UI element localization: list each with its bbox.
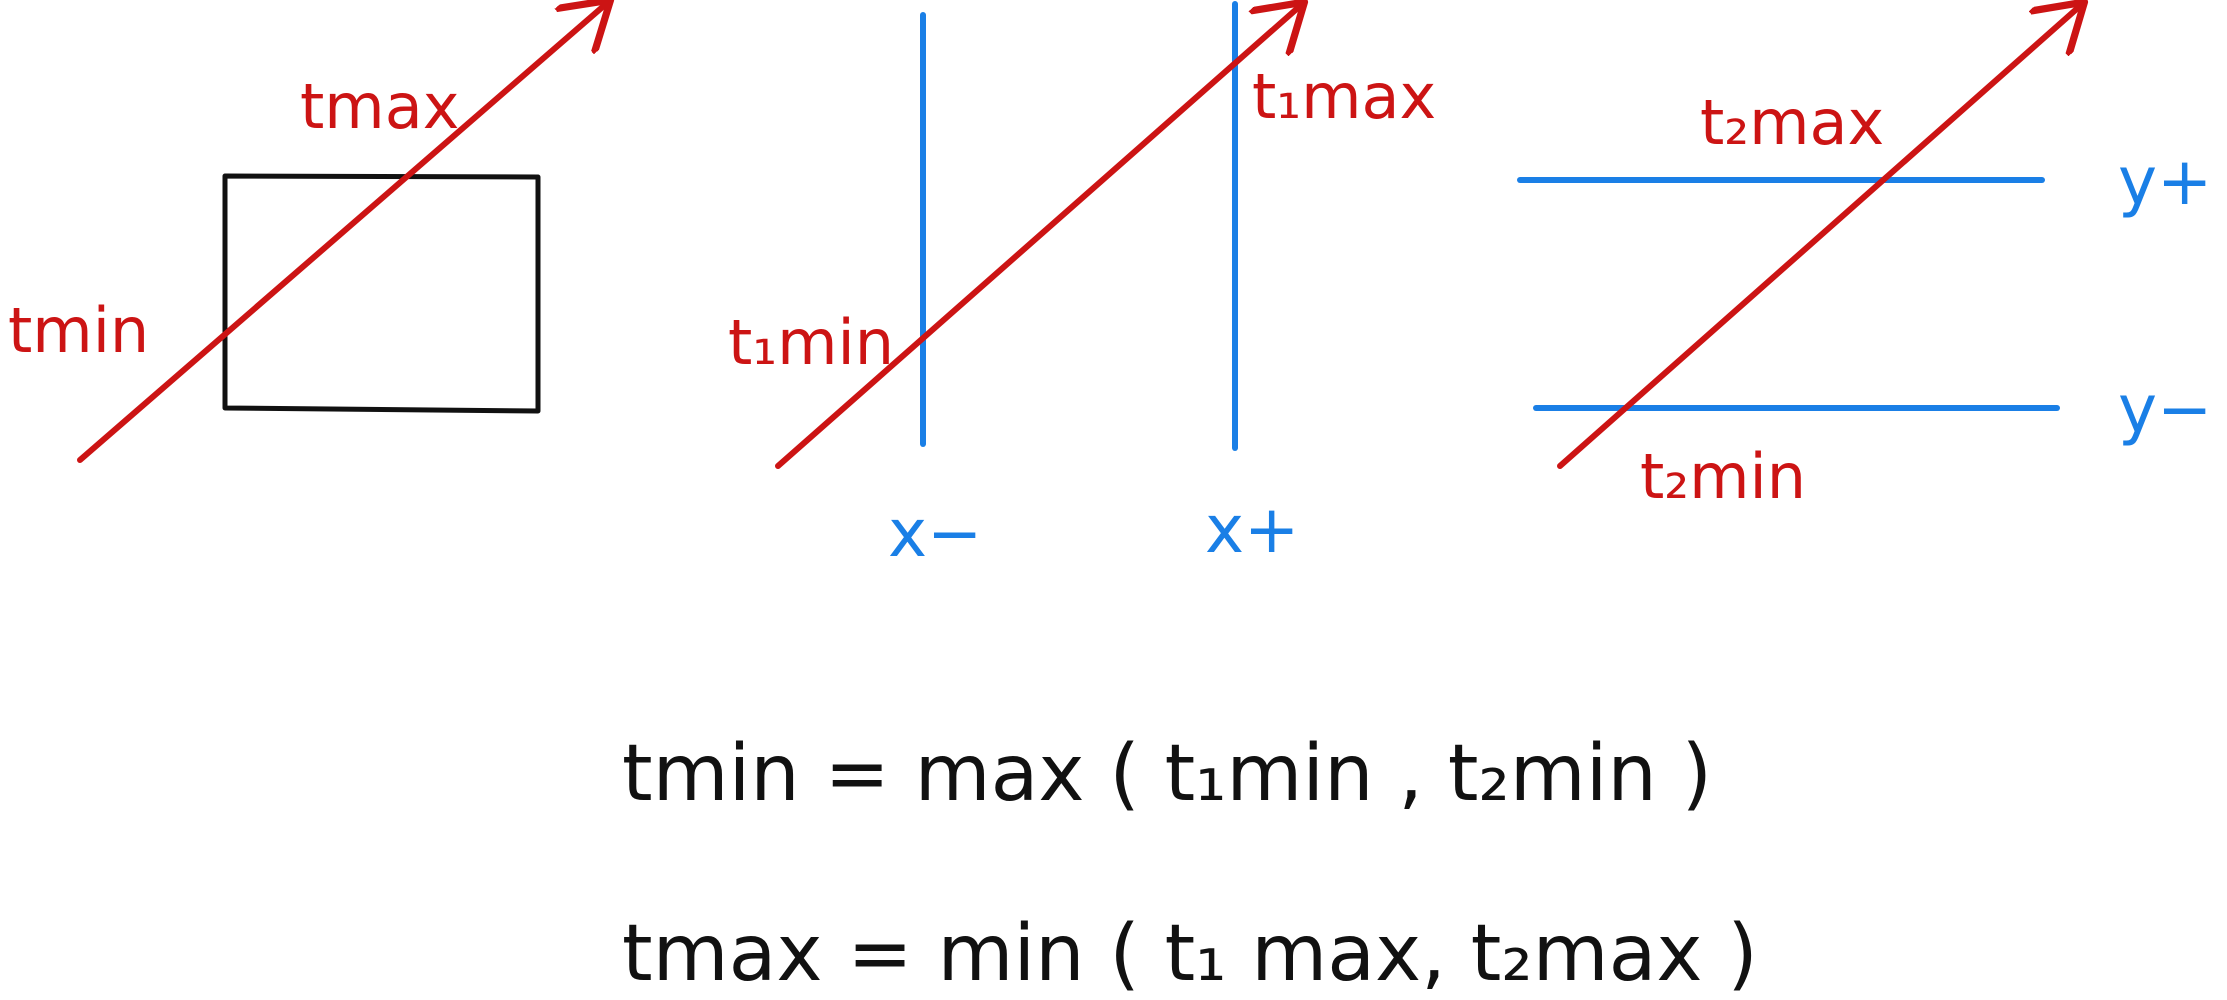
tmin-formula: tmin = max ( t₁min , t₂min ) [622,729,1712,819]
x-minus-label: x− [888,495,982,572]
panel-x-slabs: t₁max t₁min x− x+ [728,4,1436,572]
panel-y-slabs: t₂max t₂min y+ y− [1517,6,2212,513]
tmax-label: tmax [300,70,459,143]
tmax-formula: tmax = min ( t₁ max, t₂max ) [622,909,1758,999]
panel-box: tmax tmin [8,4,606,463]
formulas: tmin = max ( t₁min , t₂min ) tmax = min … [622,729,1758,999]
y-plus-label: y+ [2118,143,2212,220]
t1max-label: t₁max [1252,60,1436,133]
y-minus-label: y− [2118,371,2212,448]
tmin-label: tmin [8,294,149,367]
t1min-label: t₁min [728,306,894,379]
x-plus-label: x+ [1205,491,1299,568]
ray-arrow-y [1557,6,2080,469]
t2max-label: t₂max [1700,86,1884,159]
ray-arrow-x [775,6,1300,469]
ray-arrow-box [77,4,606,463]
t2min-label: t₂min [1640,440,1806,513]
